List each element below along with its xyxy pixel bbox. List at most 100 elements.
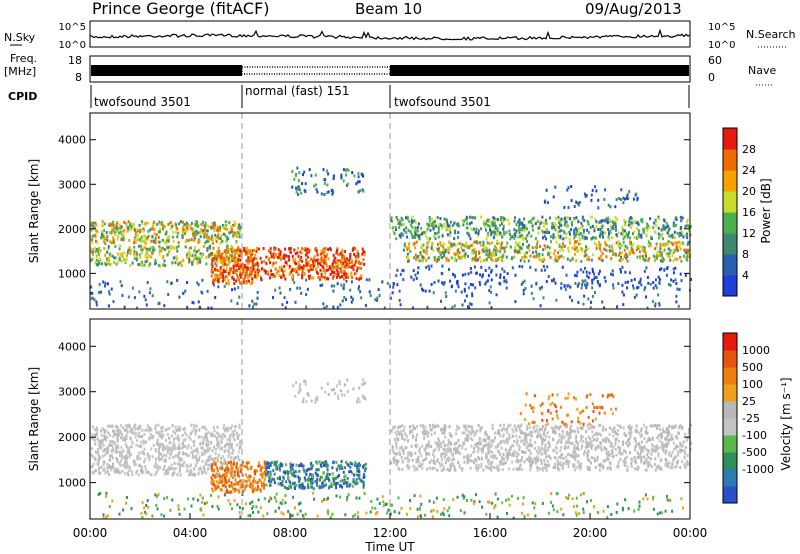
radar-return	[246, 476, 249, 479]
radar-return	[260, 480, 263, 484]
radar-return	[495, 273, 498, 277]
radar-return	[102, 438, 104, 442]
radar-return	[272, 296, 274, 300]
radar-return	[170, 463, 173, 467]
radar-return	[238, 441, 241, 445]
radar-return	[561, 265, 564, 269]
radar-return	[503, 279, 506, 283]
radar-return	[120, 459, 122, 463]
radar-return	[310, 276, 313, 280]
radar-return	[400, 233, 403, 237]
radar-return	[340, 262, 343, 266]
radar-return	[321, 461, 324, 465]
radar-return	[109, 230, 111, 234]
radar-return	[555, 224, 558, 228]
radar-return	[100, 439, 103, 443]
radar-return	[227, 220, 230, 224]
radar-return	[483, 245, 486, 249]
radar-return	[436, 216, 439, 220]
radar-return	[478, 280, 481, 284]
radar-return	[672, 279, 675, 283]
radar-return	[244, 276, 246, 280]
radar-return	[571, 441, 574, 445]
radar-return	[187, 239, 190, 242]
radar-return	[474, 286, 477, 290]
radar-return	[322, 479, 325, 483]
radar-return	[166, 471, 169, 475]
radar-return	[615, 453, 618, 457]
radar-return	[432, 227, 435, 231]
radar-return	[534, 268, 537, 272]
radar-return	[180, 220, 182, 224]
radar-return	[153, 240, 155, 244]
radar-return	[234, 269, 237, 273]
radar-return	[204, 221, 207, 225]
radar-return	[531, 246, 534, 250]
radar-return	[318, 460, 321, 464]
radar-return	[551, 226, 554, 230]
radar-return	[111, 446, 114, 450]
nsearch-tick-bottom: 10^0	[708, 40, 735, 51]
radar-return	[539, 258, 542, 262]
radar-return	[238, 433, 241, 437]
radar-return	[200, 435, 203, 439]
radar-return	[173, 461, 176, 465]
radar-return	[346, 182, 349, 186]
radar-return	[612, 446, 615, 449]
radar-return	[336, 282, 339, 286]
radar-return	[217, 236, 220, 240]
radar-return	[227, 262, 230, 266]
radar-return	[322, 259, 325, 263]
radar-return	[419, 424, 422, 427]
radar-return	[321, 475, 324, 479]
radar-return	[485, 452, 488, 456]
radar-return	[523, 217, 525, 221]
radar-return	[663, 225, 666, 229]
radar-return	[228, 221, 231, 225]
radar-return	[174, 261, 177, 265]
radar-return	[98, 256, 101, 260]
radar-return	[138, 255, 141, 259]
radar-return	[106, 258, 109, 262]
radar-return	[311, 485, 313, 489]
radar-return	[340, 269, 343, 273]
radar-return	[297, 179, 300, 183]
radar-return	[674, 248, 677, 252]
radar-return	[133, 249, 136, 253]
radar-return	[460, 246, 463, 250]
radar-return	[136, 427, 139, 430]
radar-return	[430, 264, 433, 268]
power-colorbar-tick: 24	[742, 164, 756, 177]
radar-return	[605, 451, 608, 455]
radar-return	[357, 255, 360, 259]
radar-return	[488, 248, 491, 252]
radar-return	[245, 265, 248, 269]
radar-return	[348, 261, 351, 264]
radar-return	[489, 285, 492, 289]
radar-return	[431, 221, 434, 225]
radar-return	[567, 186, 570, 190]
radar-return	[448, 440, 451, 444]
radar-return	[157, 423, 160, 427]
radar-return	[187, 465, 190, 469]
radar-return	[524, 224, 527, 228]
radar-return	[236, 443, 239, 447]
radar-return	[230, 456, 233, 460]
radar-return	[455, 252, 458, 256]
radar-return	[399, 425, 402, 429]
radar-return	[97, 458, 100, 462]
radar-return	[612, 252, 615, 256]
radar-return	[663, 430, 666, 434]
radar-return	[133, 252, 136, 256]
radar-return	[238, 426, 241, 430]
radar-return	[407, 228, 410, 232]
radar-return	[326, 466, 329, 470]
radar-return	[231, 246, 234, 250]
radar-return	[112, 238, 115, 242]
radar-return	[487, 449, 490, 453]
radar-return	[94, 450, 97, 454]
radar-return	[240, 468, 243, 471]
radar-return	[490, 254, 493, 258]
radar-return	[309, 482, 312, 486]
radar-return	[227, 444, 230, 448]
